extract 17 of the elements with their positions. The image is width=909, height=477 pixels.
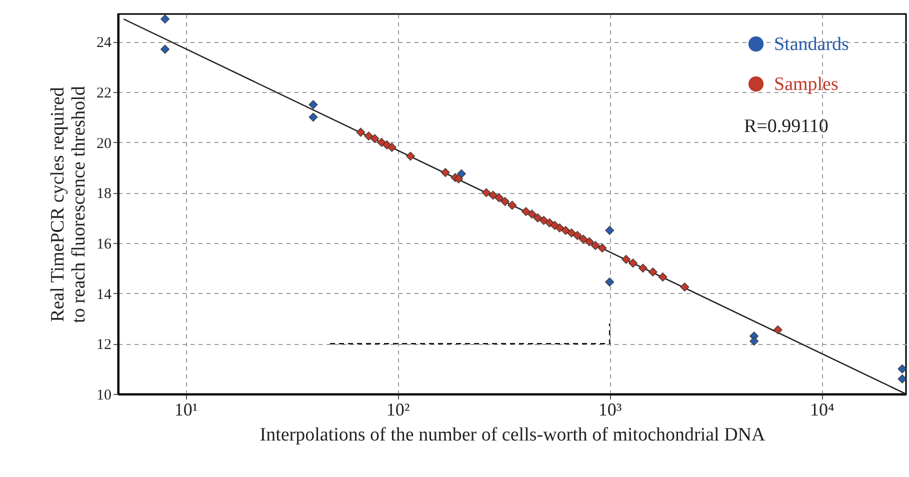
legend-label: Standards [774, 34, 849, 55]
x-tick-label: 10³ [598, 400, 622, 420]
y-tick-label: 20 [96, 136, 112, 152]
y-tick-label: 18 [96, 186, 112, 202]
x-tick-label: 10¹ [174, 400, 198, 420]
y-tick-label: 22 [96, 86, 112, 102]
legend-label: Samples [774, 74, 838, 95]
x-tick-label: 10² [386, 400, 410, 420]
annotation: R=0.99110 [744, 116, 828, 137]
x-tick-label: 10⁴ [810, 400, 834, 420]
y-tick-label: 16 [96, 236, 112, 253]
y-tick-label: 10 [96, 388, 112, 404]
y-axis-title: Real TimePCR cycles required to reach fluorescence threshold [48, 86, 90, 323]
y-tick-label: 12 [96, 337, 112, 354]
x-axis-title: Interpolations of the number of cells-worth of mitochondrial DNA [260, 424, 766, 446]
y-tick-label: 24 [96, 35, 112, 52]
y-tick-label: 14 [96, 286, 112, 303]
